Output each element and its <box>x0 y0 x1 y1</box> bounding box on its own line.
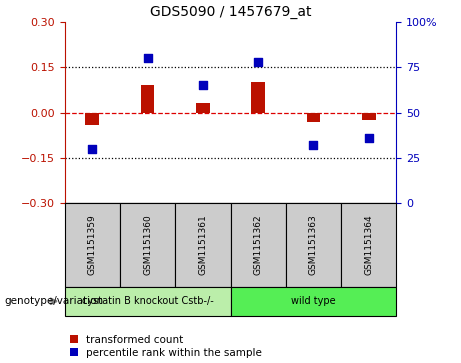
Bar <box>65 287 230 316</box>
Bar <box>307 113 320 122</box>
Text: GSM1151362: GSM1151362 <box>254 215 263 276</box>
Point <box>365 135 372 141</box>
Bar <box>341 203 396 287</box>
Bar <box>196 103 210 113</box>
Point <box>144 55 151 61</box>
Text: wild type: wild type <box>291 296 336 306</box>
Text: GSM1151360: GSM1151360 <box>143 215 152 276</box>
Bar <box>141 85 154 113</box>
Bar <box>251 82 265 113</box>
Text: GSM1151359: GSM1151359 <box>88 215 97 276</box>
Point <box>254 59 262 65</box>
Point <box>199 82 207 88</box>
Point <box>89 146 96 152</box>
Bar <box>65 203 120 287</box>
Bar <box>230 203 286 287</box>
Text: cystatin B knockout Cstb-/-: cystatin B knockout Cstb-/- <box>82 296 213 306</box>
Bar <box>175 203 230 287</box>
Title: GDS5090 / 1457679_at: GDS5090 / 1457679_at <box>150 5 311 19</box>
Point <box>310 142 317 148</box>
Bar <box>362 113 376 120</box>
Bar <box>120 203 175 287</box>
Text: GSM1151361: GSM1151361 <box>198 215 207 276</box>
Bar <box>85 113 99 125</box>
Bar <box>230 287 396 316</box>
Text: GSM1151364: GSM1151364 <box>364 215 373 276</box>
Text: GSM1151363: GSM1151363 <box>309 215 318 276</box>
Legend: transformed count, percentile rank within the sample: transformed count, percentile rank withi… <box>70 335 262 358</box>
Bar <box>286 203 341 287</box>
Text: genotype/variation: genotype/variation <box>5 296 104 306</box>
